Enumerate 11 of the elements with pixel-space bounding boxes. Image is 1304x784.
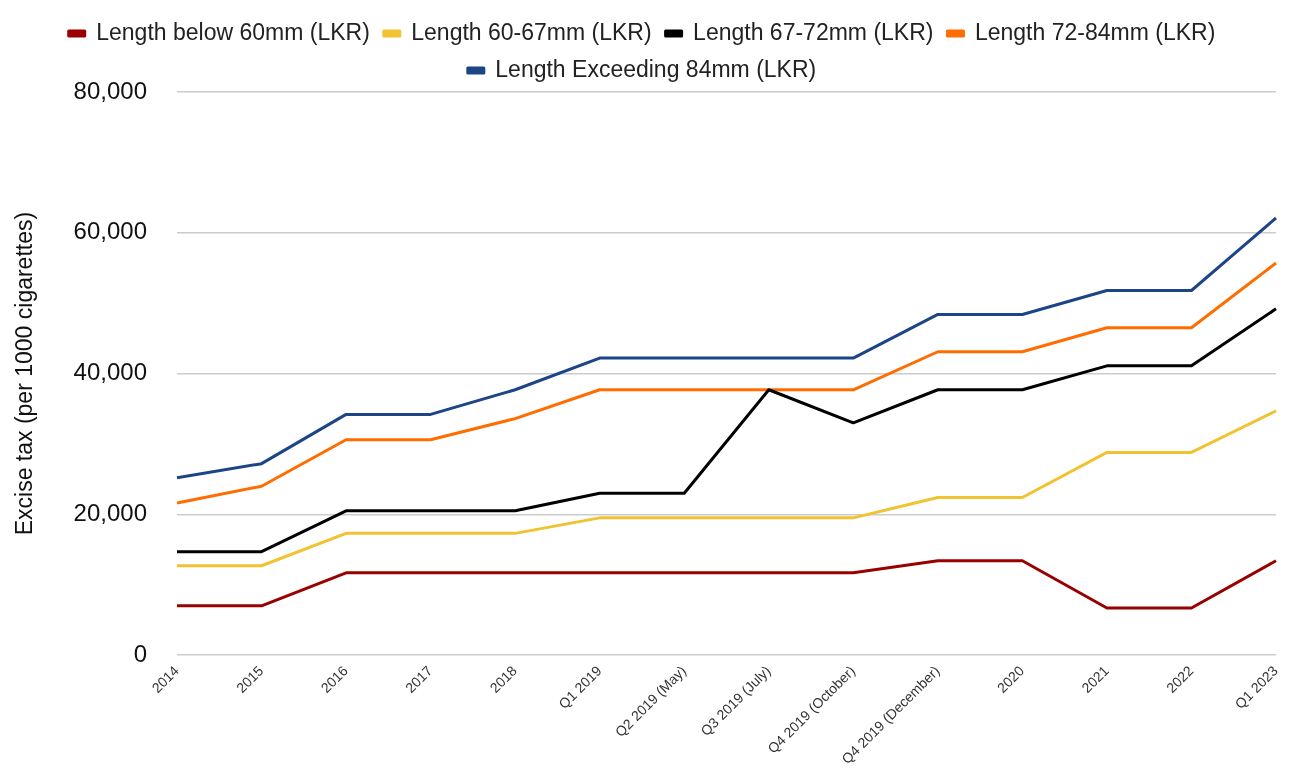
y-tick-label: 40,000 bbox=[73, 358, 148, 386]
y-tick-label: 80,000 bbox=[73, 76, 148, 104]
legend-label: Length 72-84mm (LKR) bbox=[974, 18, 1216, 45]
y-tick-label: 0 bbox=[133, 639, 148, 667]
y-tick-label: 20,000 bbox=[73, 498, 148, 526]
y-axis-title: Excise tax (per 1000 cigarettes) bbox=[11, 211, 38, 536]
y-tick-label: 60,000 bbox=[73, 217, 148, 245]
legend-label: Length below 60mm (LKR) bbox=[96, 18, 370, 45]
legend-label: Length Exceeding 84mm (LKR) bbox=[495, 55, 817, 82]
legend-label: Length 60-67mm (LKR) bbox=[411, 18, 652, 45]
legend-label: Length 67-72mm (LKR) bbox=[693, 18, 934, 45]
